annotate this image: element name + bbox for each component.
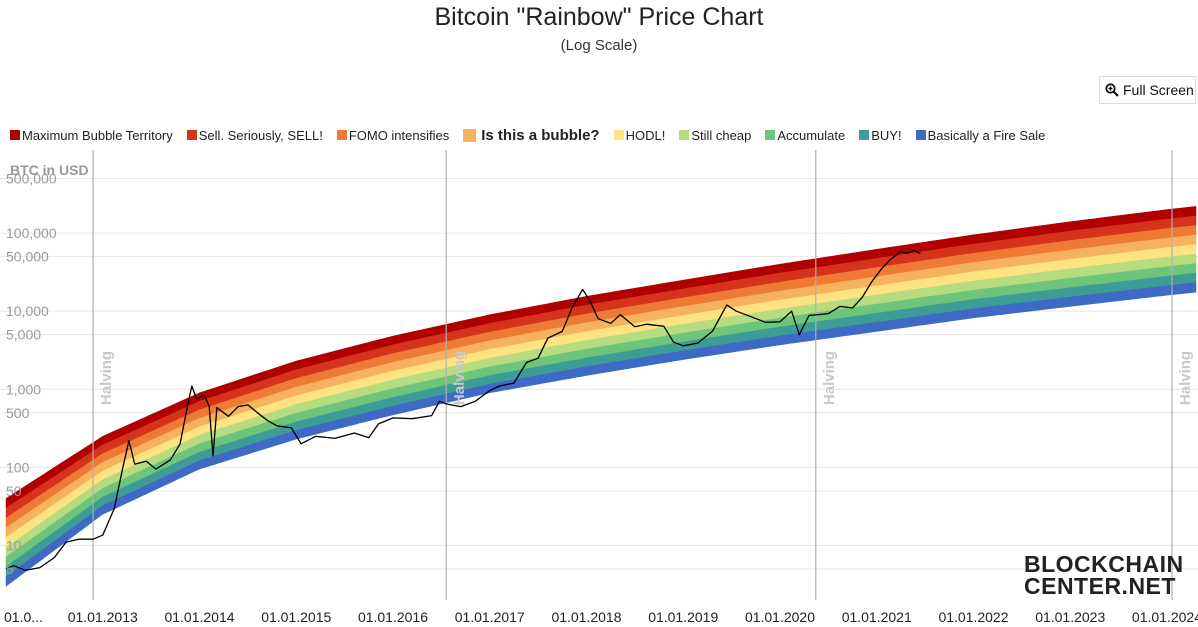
x-tick-label: 01.01.2023 [1035, 609, 1105, 625]
chart-legend: Maximum Bubble Territory Sell. Seriously,… [10, 124, 1059, 146]
price-line [5, 249, 921, 571]
legend-label: Basically a Fire Sale [927, 127, 1046, 143]
legend-swatch [859, 130, 870, 140]
legend-label: Accumulate [777, 127, 846, 143]
y-tick-label: 100,000 [6, 225, 57, 241]
legend-label: Sell. Seriously, SELL! [198, 127, 323, 143]
x-tick-label: 01.01.2022 [938, 609, 1008, 625]
legend-item[interactable]: Is this a bubble? [463, 126, 600, 144]
x-tick-label: 01.01.2013 [68, 609, 138, 625]
y-tick-label: 5,000 [6, 327, 41, 343]
x-tick-label: 01.01.2019 [648, 609, 718, 625]
legend-item[interactable]: HODL! [613, 127, 666, 143]
legend-swatch [10, 130, 20, 140]
legend-swatch [336, 130, 347, 140]
x-tick-label: 01.01.2014 [164, 609, 234, 625]
legend-swatch [613, 130, 624, 140]
y-tick-label: 500 [6, 405, 30, 421]
y-tick-label: 500,000 [6, 171, 57, 187]
y-tick-label: 100 [6, 459, 30, 475]
x-tick-label: 01.01.2020 [745, 609, 815, 625]
legend-swatch [915, 130, 926, 140]
y-tick-label: 10,000 [6, 303, 49, 319]
y-tick-label: 10 [6, 537, 22, 553]
legend-swatch [463, 128, 477, 142]
legend-label: FOMO intensifies [348, 127, 450, 143]
blockchaincenter-logo: BLOCKCHAIN CENTER.NET [1024, 551, 1184, 599]
y-tick-label: 1,000 [6, 381, 41, 397]
x-tick-label: 01.01.2021 [842, 609, 912, 625]
halving-label: Halving [1177, 351, 1194, 405]
x-tick-label: 01.01.2016 [358, 609, 428, 625]
y-tick-label: 50 [6, 483, 22, 499]
legend-item[interactable]: FOMO intensifies [336, 127, 450, 143]
x-tick-label: 01.01.2018 [551, 609, 621, 625]
x-tick-label: 01.01.2017 [455, 609, 525, 625]
rainbow-band [5, 282, 1197, 587]
zoom-icon [1105, 83, 1119, 97]
legend-item[interactable]: Still cheap [679, 128, 751, 143]
x-tick-label: 01.0... [4, 609, 43, 625]
y-tick-label: 50,000 [6, 249, 49, 265]
fullscreen-label: Full Screen [1123, 82, 1194, 98]
legend-swatch [186, 130, 197, 140]
y-tick-label: 5 [6, 561, 14, 577]
page-title: Bitcoin "Rainbow" Price Chart [434, 3, 764, 31]
logo-line2: CENTER.NET [1024, 573, 1176, 599]
legend-label: Maximum Bubble Territory [22, 127, 173, 143]
legend-label: Is this a bubble? [481, 126, 600, 144]
legend-item[interactable]: Maximum Bubble Territory [10, 128, 173, 143]
legend-swatch [765, 130, 776, 140]
halving-label: Halving [821, 351, 838, 405]
legend-swatch [679, 130, 690, 140]
legend-label: Still cheap [691, 127, 752, 143]
x-tick-label: 01.01.2024 [1132, 609, 1198, 625]
y-axis-label: BTC in USD [10, 162, 89, 178]
page-subtitle: (Log Scale) [560, 37, 638, 54]
rainbow-chart: Halving Halving Halving Halving 500,000 100,0… [0, 150, 1198, 625]
halving-label: Halving [98, 351, 115, 405]
legend-label: HODL! [625, 127, 666, 143]
legend-item[interactable]: BUY! [859, 127, 902, 143]
logo-line1: BLOCKCHAIN [1024, 551, 1184, 577]
fullscreen-button[interactable]: Full Screen [1099, 76, 1196, 104]
legend-item[interactable]: Basically a Fire Sale [915, 127, 1046, 143]
legend-item[interactable]: Accumulate [765, 128, 845, 143]
legend-item[interactable]: Sell. Seriously, SELL! [186, 127, 323, 143]
x-tick-label: 01.01.2015 [261, 609, 331, 625]
halving-label: Halving [451, 351, 468, 405]
legend-label: BUY! [871, 127, 902, 143]
